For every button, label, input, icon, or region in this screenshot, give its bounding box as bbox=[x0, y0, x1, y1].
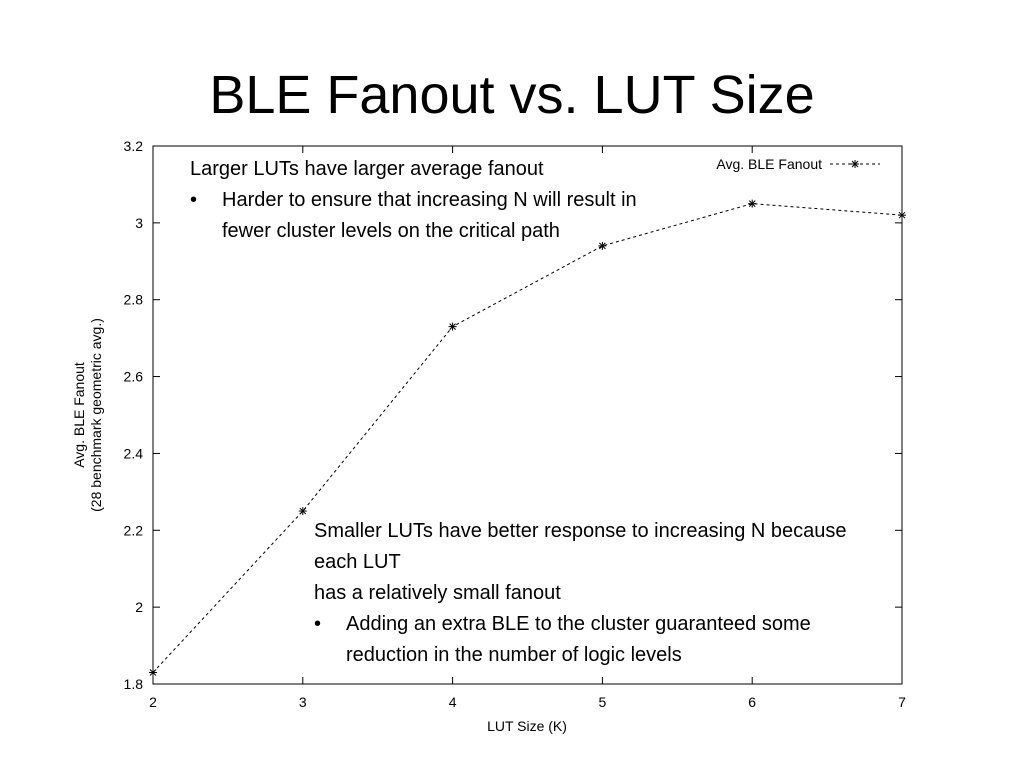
annotation-smaller-luts: Smaller LUTs have better response to inc… bbox=[314, 516, 874, 671]
data-point bbox=[748, 199, 757, 208]
y-tick-label: 2.2 bbox=[124, 522, 144, 538]
x-tick-label: 7 bbox=[898, 694, 906, 710]
annotation-larger-luts: Larger LUTs have larger average fanout •… bbox=[190, 154, 640, 247]
y-tick-label: 2 bbox=[135, 599, 143, 615]
plot-frame bbox=[152, 145, 903, 685]
x-tick-label: 5 bbox=[599, 694, 607, 710]
data-point bbox=[898, 211, 906, 220]
y-axis-subtitle: (28 benchmark geometric avg.) bbox=[88, 318, 104, 512]
slide-title: BLE Fanout vs. LUT Size bbox=[209, 65, 815, 125]
data-point bbox=[149, 668, 157, 677]
annotation-bullet-text: Adding an extra BLE to the cluster guara… bbox=[346, 613, 811, 666]
annotation-bullet: • Harder to ensure that increasing N wil… bbox=[190, 185, 640, 247]
series-line-avg-ble-fanout bbox=[152, 203, 903, 673]
y-tick-label: 2.4 bbox=[124, 445, 144, 461]
x-tick-label: 4 bbox=[449, 694, 457, 710]
data-point bbox=[448, 322, 457, 331]
bullet-icon: • bbox=[314, 613, 322, 635]
x-axis-title: LUT Size (K) bbox=[487, 718, 567, 734]
legend-marker-star bbox=[851, 160, 859, 168]
y-tick-label: 2.6 bbox=[124, 369, 144, 385]
y-tick-label: 3.2 bbox=[124, 138, 144, 154]
x-tick-label: 2 bbox=[149, 694, 157, 710]
y-axis-title: Avg. BLE Fanout bbox=[71, 362, 87, 468]
bullet-icon: • bbox=[190, 189, 198, 211]
series-markers bbox=[149, 199, 906, 677]
annotation-line: has a relatively small fanout bbox=[314, 582, 561, 604]
annotation-bullet: • Adding an extra BLE to the cluster gua… bbox=[314, 609, 874, 671]
axis-ticks bbox=[152, 145, 903, 685]
x-tick-label: 6 bbox=[748, 694, 756, 710]
y-tick-label: 3 bbox=[135, 215, 143, 231]
annotation-bullet-text: Harder to ensure that increasing N will … bbox=[222, 189, 637, 242]
annotation-line: Smaller LUTs have better response to inc… bbox=[314, 520, 847, 573]
legend-label: Avg. BLE Fanout bbox=[716, 156, 822, 172]
y-tick-label: 1.8 bbox=[124, 676, 144, 692]
data-point bbox=[298, 507, 307, 516]
data-point bbox=[598, 241, 607, 250]
annotation-heading: Larger LUTs have larger average fanout bbox=[190, 158, 544, 180]
y-tick-label: 2.8 bbox=[124, 292, 144, 308]
x-tick-label: 3 bbox=[299, 694, 307, 710]
legend-marker bbox=[851, 160, 859, 168]
legend: Avg. BLE Fanout bbox=[716, 156, 880, 172]
tick-labels: 2 3 4 5 6 7 1.8 2 2.2 2.4 2.6 2.8 3 3.2 bbox=[124, 138, 907, 710]
